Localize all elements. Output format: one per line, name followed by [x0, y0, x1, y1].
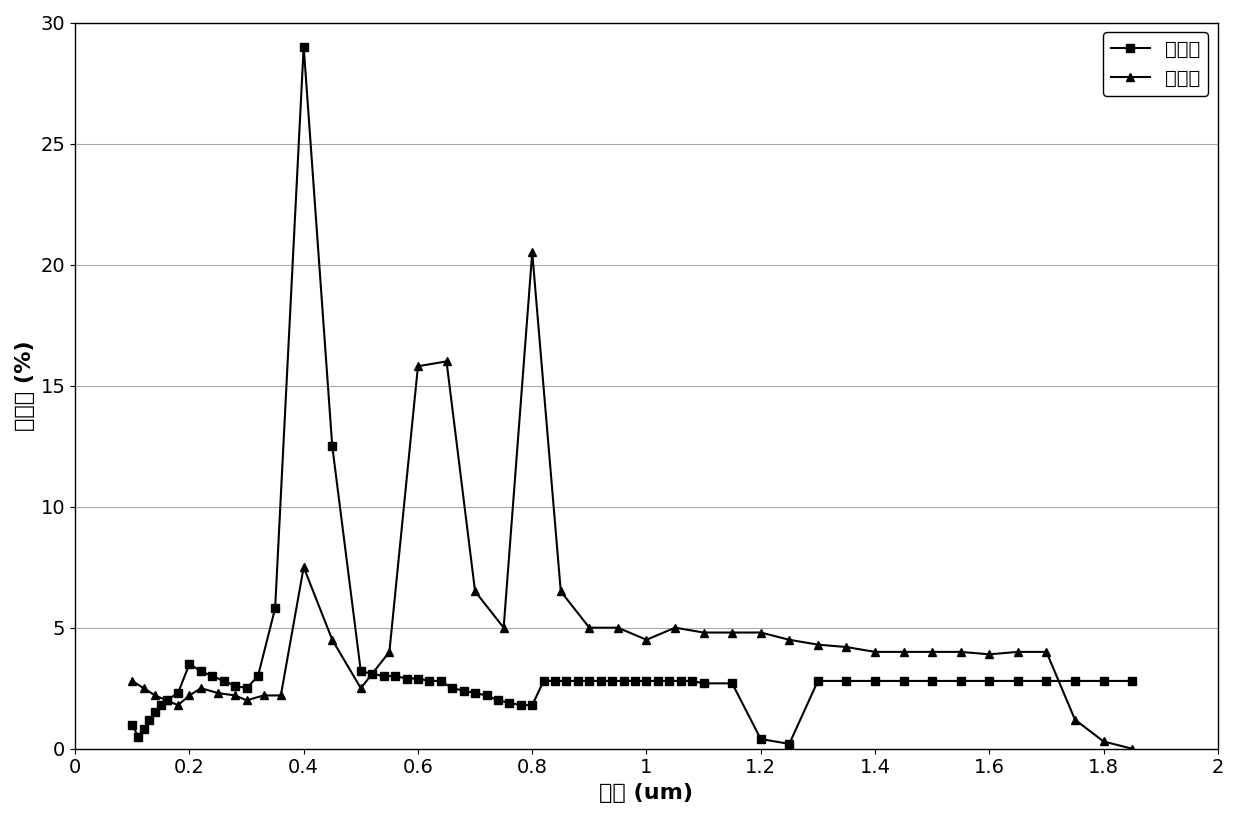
对照组	[753, 627, 768, 637]
对照组	[467, 587, 482, 596]
对照组	[554, 587, 569, 596]
对照组	[782, 635, 797, 645]
对照组	[228, 690, 243, 700]
对照组	[382, 647, 396, 657]
对照组	[171, 700, 186, 710]
对照组	[1011, 647, 1026, 657]
对照组	[1040, 647, 1054, 657]
对照组	[668, 622, 683, 632]
实施例	[616, 676, 631, 685]
对照组	[924, 647, 939, 657]
对照组	[639, 635, 654, 645]
实施例	[628, 676, 643, 685]
对照组	[810, 640, 825, 649]
对照组	[981, 649, 996, 659]
对照组	[725, 627, 740, 637]
对照组	[256, 690, 271, 700]
X-axis label: 孔径 (um): 孔径 (um)	[600, 783, 694, 803]
实施例	[513, 700, 528, 710]
对照组	[325, 635, 339, 645]
实施例	[125, 720, 140, 730]
对照组	[611, 622, 626, 632]
对照组	[582, 622, 597, 632]
对照组	[953, 647, 968, 657]
实施例	[296, 42, 311, 52]
对照组	[1097, 736, 1111, 746]
对照组	[239, 695, 254, 705]
Legend: 实施例, 对照组: 实施例, 对照组	[1103, 32, 1208, 96]
对照组	[353, 683, 368, 693]
对照组	[193, 683, 208, 693]
对照组	[125, 676, 140, 685]
实施例	[1125, 676, 1140, 685]
对照组	[211, 688, 225, 698]
对照组	[1068, 715, 1083, 725]
对照组	[1125, 744, 1140, 753]
对照组	[496, 622, 510, 632]
对照组	[296, 562, 311, 572]
Line: 实施例: 实施例	[128, 43, 1136, 748]
实施例	[456, 685, 471, 695]
对照组	[147, 690, 162, 700]
对照组	[136, 683, 151, 693]
对照组	[839, 642, 854, 652]
对照组	[274, 690, 289, 700]
对照组	[696, 627, 711, 637]
对照组	[896, 647, 911, 657]
对照组	[867, 647, 882, 657]
对照组	[410, 362, 425, 371]
对照组	[525, 248, 540, 258]
对照组	[159, 695, 173, 705]
对照组	[182, 690, 197, 700]
对照组	[439, 357, 453, 366]
实施例	[182, 659, 197, 669]
实施例	[782, 739, 797, 748]
Line: 对照组: 对照组	[128, 249, 1136, 753]
实施例	[559, 676, 574, 685]
Y-axis label: 百分比 (%): 百分比 (%)	[15, 340, 35, 431]
